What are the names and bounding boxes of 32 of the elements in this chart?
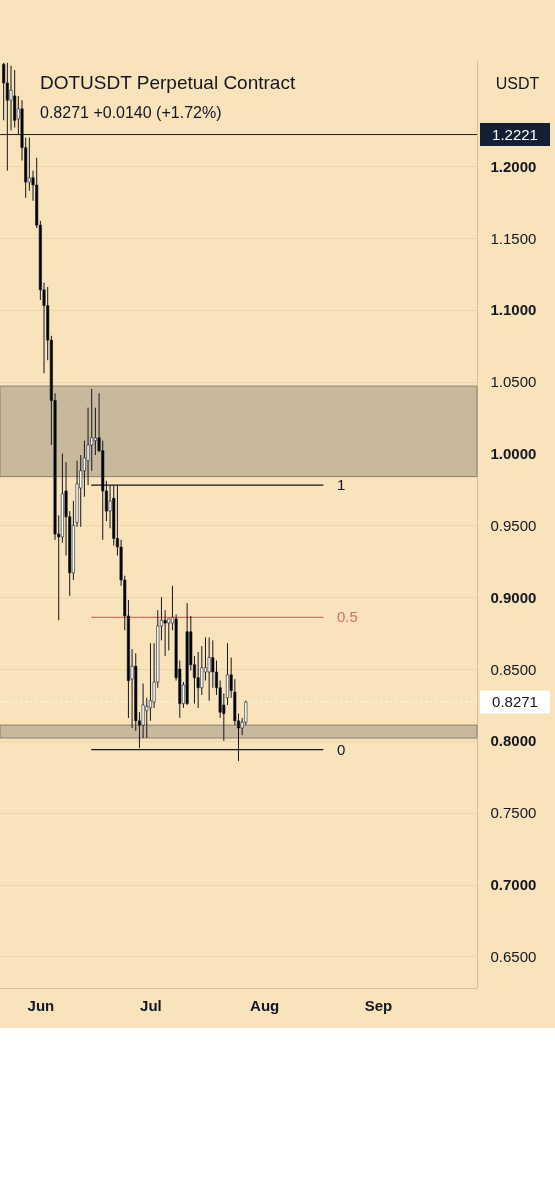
ref-line-label: 1.2221 (492, 125, 538, 143)
y-tick-label: 0.9000 (490, 588, 537, 606)
x-tick-label: Jun (27, 996, 55, 1014)
candlestick (163, 609, 167, 657)
candlestick (5, 62, 9, 172)
y-tick-label: 1.0500 (490, 373, 537, 391)
y-tick-label: 1.2000 (490, 157, 537, 175)
x-tick-label: Sep (364, 996, 393, 1014)
y-tick-label: 1.1500 (490, 229, 537, 247)
y-tick-label: 0.6500 (490, 947, 537, 965)
y-tick-label: 0.8000 (490, 732, 537, 750)
candlestick (27, 137, 31, 192)
series-label: 0.5 (336, 608, 358, 626)
x-tick-label: Jul (140, 996, 162, 1014)
series-label: 0 (336, 740, 346, 758)
candlestick (93, 407, 97, 456)
y-axis-title: USDT (495, 74, 540, 92)
ref-line-label: 0.8271 (492, 692, 538, 710)
y-tick-label: 1.0000 (490, 445, 537, 463)
candlestick (148, 642, 152, 722)
y-tick-label: 0.9500 (490, 516, 537, 534)
x-tick-label: Aug (250, 996, 280, 1014)
candlestick (196, 651, 200, 709)
y-tick-label: 0.7500 (490, 804, 537, 822)
y-tick-label: 0.7000 (490, 876, 537, 894)
y-tick-label: 1.1000 (490, 301, 537, 319)
candlestick (9, 65, 13, 131)
text: DOTUSDT Perpetual Contract (40, 72, 296, 93)
series-label: 1 (336, 476, 346, 494)
text: 0.8271 +0.0140 (+1.72%) (40, 104, 222, 121)
y-tick-label: 0.8500 (490, 660, 537, 678)
candlestick (207, 636, 211, 702)
